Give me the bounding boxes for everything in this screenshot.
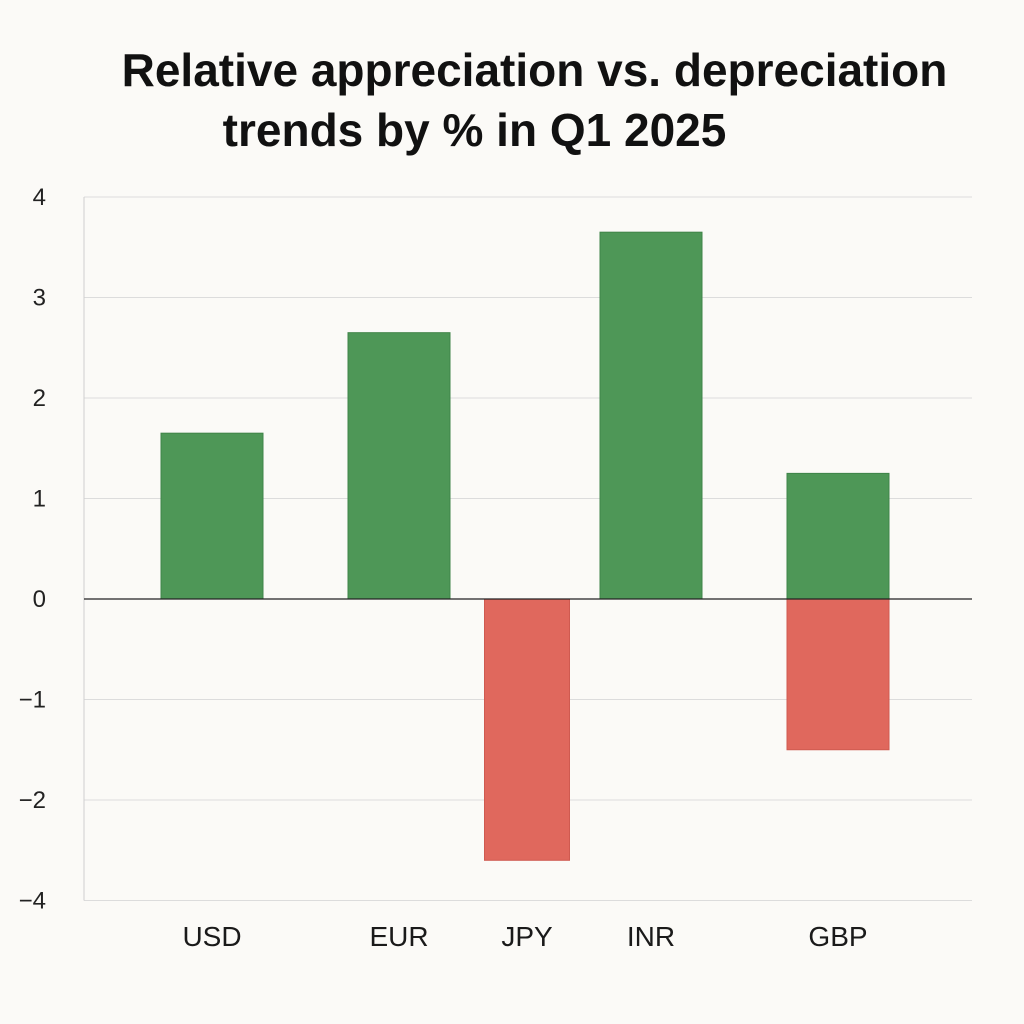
chart-title: Relative appreciation vs. depreciation t… <box>0 40 1024 160</box>
y-tick-label-5: −1 <box>19 687 46 714</box>
y-tick-label-4: 0 <box>33 586 46 613</box>
x-tick-label-inr: INR <box>627 921 675 952</box>
bar-inr-appreciation <box>599 231 703 600</box>
bar-gbp-appreciation <box>786 472 890 600</box>
y-tick-label-0: 4 <box>33 184 46 211</box>
y-tick-label-6: −2 <box>19 787 46 814</box>
chart-title-line-2: trends by % in Q1 2025 <box>222 104 727 156</box>
y-tick-label-1: 3 <box>33 285 46 312</box>
x-tick-label-usd: USD <box>182 921 241 952</box>
y-tick-labels: 4 3 2 1 0 −1 −2 −4 <box>19 184 46 915</box>
x-tick-label-jpy: JPY <box>501 921 553 952</box>
bar-gbp-depreciation <box>786 598 890 751</box>
y-tick-label-2: 2 <box>33 385 46 412</box>
x-tick-label-eur: EUR <box>369 921 428 952</box>
chart-title-line-1: Relative appreciation vs. depreciation <box>121 44 948 96</box>
bar-jpy-depreciation <box>484 598 570 861</box>
y-tick-label-3: 1 <box>33 486 46 513</box>
y-tick-label-7: −4 <box>19 888 46 915</box>
bar-eur-appreciation <box>347 332 451 600</box>
axes <box>83 197 972 901</box>
bars <box>160 231 890 861</box>
x-tick-label-gbp: GBP <box>808 921 867 952</box>
bar-usd-appreciation <box>160 432 264 600</box>
x-tick-labels: USD EUR JPY INR GBP <box>182 921 867 952</box>
